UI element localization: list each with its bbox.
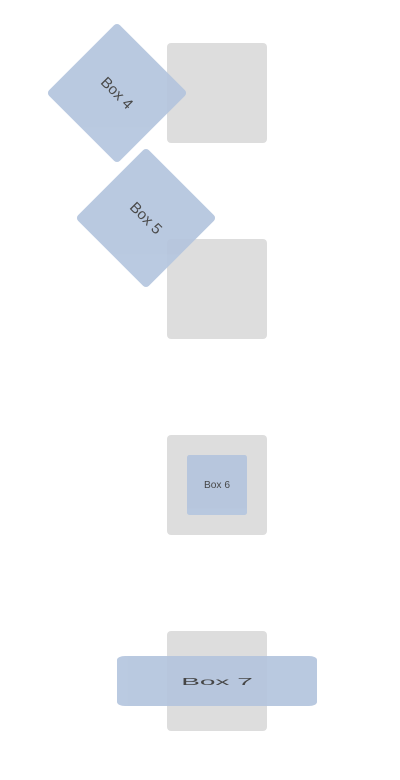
box-7-label: Box 7 xyxy=(181,675,253,687)
box-5-label: Box 5 xyxy=(126,198,166,238)
box-6: Box 6 xyxy=(187,455,247,515)
box-4-label: Box 4 xyxy=(97,73,137,113)
box-6-label: Box 6 xyxy=(203,479,231,491)
box-7: Box 7 xyxy=(117,656,317,706)
placeholder-box-5 xyxy=(167,239,267,339)
box-4: Box 4 xyxy=(46,22,188,164)
